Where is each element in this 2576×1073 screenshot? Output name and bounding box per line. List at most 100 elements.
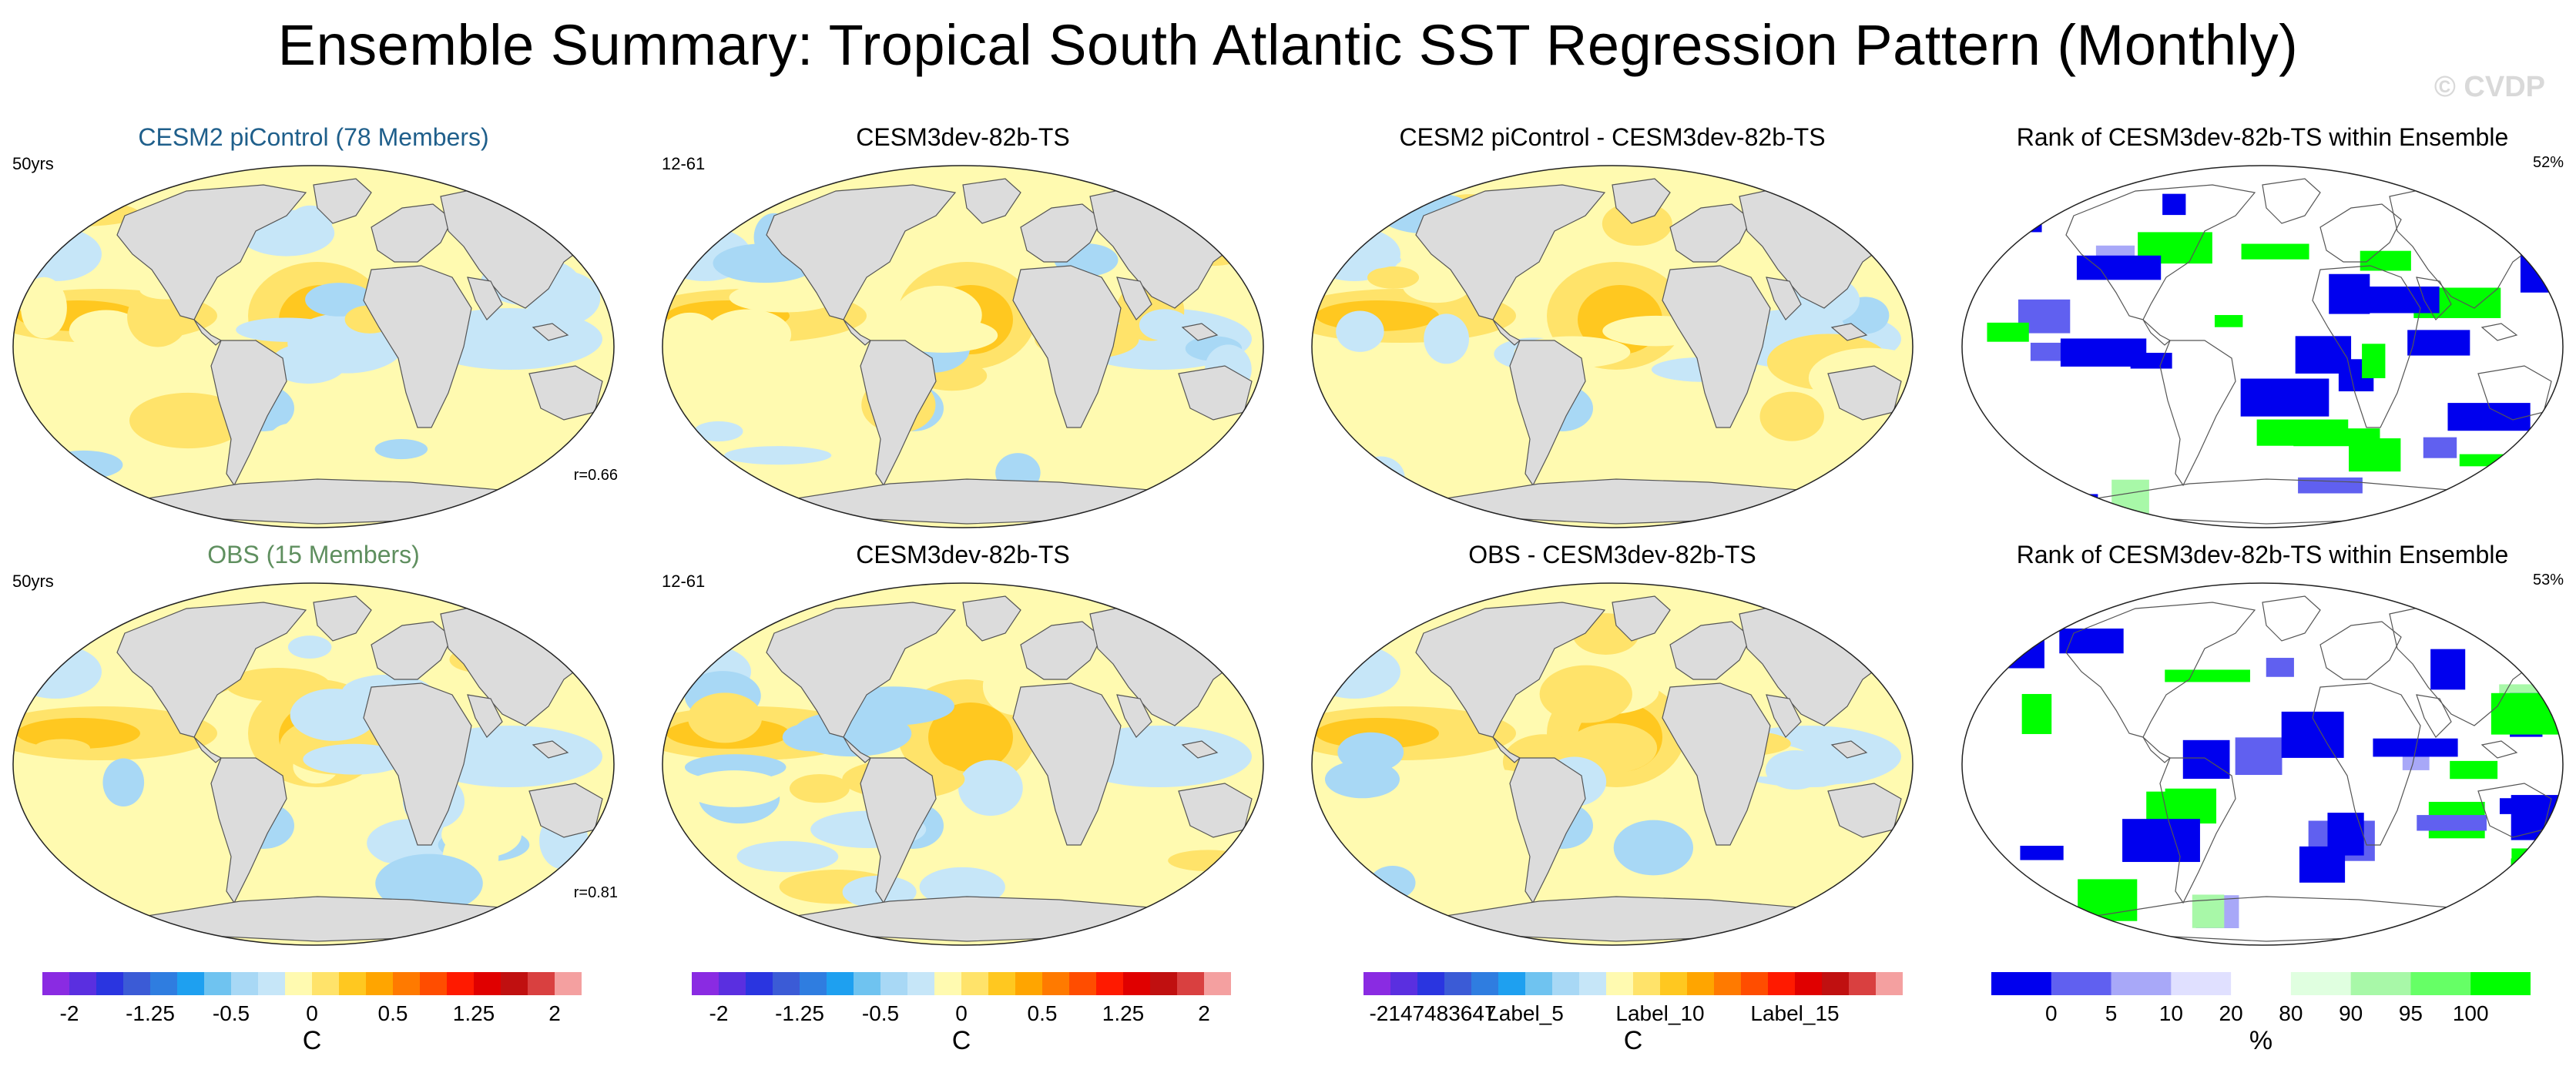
colorbar-swatch <box>719 972 746 995</box>
rank-cell <box>2450 760 2498 780</box>
continent-outline <box>210 340 287 487</box>
colorbar-swatch <box>1390 972 1418 995</box>
colorbar-tick-label: Label_10 <box>1615 1001 1705 1025</box>
sst-anomaly-contour <box>662 312 720 361</box>
sst-anomaly-contour <box>375 853 483 914</box>
colorbar-swatch <box>474 972 501 995</box>
colorbar-tick-label: 5 <box>2105 1001 2118 1025</box>
colorbar-swatch <box>2231 972 2292 995</box>
rank-cell <box>2407 330 2470 356</box>
continent-outline <box>2416 277 2452 320</box>
continent-outline <box>1612 595 1671 642</box>
sst-anomaly-contour <box>288 205 333 240</box>
map-border <box>12 165 615 528</box>
map-panel: CESM2 piControl (78 Members) 50yrs r=0.66 <box>9 123 618 528</box>
period-label: 50yrs <box>12 572 54 591</box>
continent-outline <box>1020 203 1102 263</box>
colorbar-swatch <box>2470 972 2531 995</box>
rank-cell <box>2349 438 2401 472</box>
sst-anomaly-contour <box>729 282 839 313</box>
colorbar-swatch <box>1876 972 1903 995</box>
rank-cell <box>2373 738 2458 757</box>
colorbar-tick-label: 0 <box>2044 1001 2058 1025</box>
colorbar-tick-label: 1.25 <box>452 1001 495 1025</box>
colorbar-swatch <box>1633 972 1661 995</box>
continent-outline <box>2312 682 2421 846</box>
sst-anomaly-contour <box>724 446 832 465</box>
continent-outline <box>1766 694 1802 738</box>
continent-outline <box>766 184 957 320</box>
sst-anomaly-contour <box>1402 267 1471 303</box>
rank-cell <box>2281 711 2344 758</box>
colorbar-swatch <box>96 972 124 995</box>
continent-outline <box>313 595 372 642</box>
colorbar-swatches <box>1363 972 1903 995</box>
colorbar-tick-label: -2147483647 <box>1369 1001 1497 1025</box>
colorbar: -2147483647 Label_5 Label_10 Label_15 C <box>1363 972 1918 1065</box>
colorbar-swatch <box>1069 972 1097 995</box>
sst-anomaly-contour <box>1424 314 1470 364</box>
rank-cell <box>2540 680 2563 700</box>
continent-outline <box>1181 323 1219 341</box>
rank-cell <box>2165 669 2250 682</box>
sst-anomaly-contour <box>129 392 247 449</box>
colorbar-tick-label: -1.25 <box>126 1001 175 1025</box>
colorbar-tick-label: Label_15 <box>1750 1001 1840 1025</box>
colorbar-tick-label: 1.25 <box>1102 1001 1145 1025</box>
colorbar-swatch <box>2410 972 2471 995</box>
rank-cell <box>2295 336 2352 374</box>
map-border <box>1961 165 2564 528</box>
sst-anomaly-contour <box>1336 310 1384 352</box>
continent-outline <box>467 277 503 320</box>
continent-outline <box>962 178 1021 224</box>
colorbar-swatches <box>42 972 582 995</box>
continent-outline <box>860 340 937 487</box>
rank-cell <box>2076 255 2162 280</box>
colorbar-swatch <box>528 972 555 995</box>
continent-outline <box>193 736 223 763</box>
rank-cell <box>2059 628 2124 654</box>
world-map <box>1311 165 1914 528</box>
rank-cell <box>2241 243 2309 260</box>
continent-outline <box>843 736 872 763</box>
colorbar-swatch <box>42 972 70 995</box>
colorbar-unit: C <box>302 1026 322 1055</box>
rank-cell <box>1981 870 2016 902</box>
sst-anomaly-contour <box>789 773 850 803</box>
colorbar-swatch <box>773 972 800 995</box>
colorbar-swatch <box>827 972 854 995</box>
colorbar-swatch <box>69 972 97 995</box>
continent-outline <box>116 184 307 320</box>
continent-outline <box>1012 682 1122 846</box>
colorbar-swatch <box>501 972 528 995</box>
sst-anomaly-contour <box>704 309 792 360</box>
colorbar-swatch <box>1150 972 1178 995</box>
period-label: 12-61 <box>662 154 706 173</box>
rank-cell <box>2266 658 2294 677</box>
colorbar-swatch <box>1714 972 1742 995</box>
colorbar-swatch <box>1042 972 1070 995</box>
world-map <box>662 165 1264 528</box>
colorbar-swatch <box>2171 972 2232 995</box>
colorbar-swatch <box>366 972 394 995</box>
sst-anomaly-contour <box>1139 309 1190 341</box>
colorbar-swatch <box>1123 972 1151 995</box>
sst-anomaly-contour <box>894 286 982 345</box>
sst-anomaly-contour <box>236 317 337 342</box>
rank-percent-label: 53% <box>2532 572 2564 588</box>
rank-cell <box>2511 858 2563 880</box>
colorbar-swatch <box>800 972 827 995</box>
colorbar-swatch <box>988 972 1016 995</box>
continent-outline <box>313 178 372 224</box>
colorbar-tick-label: -0.5 <box>861 1001 900 1025</box>
sst-anomaly-contour <box>1357 456 1405 500</box>
colorbar-tick-label: 90 <box>2339 1001 2363 1025</box>
colorbar-swatch <box>393 972 421 995</box>
sst-anomaly-contour <box>1369 866 1416 900</box>
rank-cell <box>2235 737 2283 776</box>
continent-outline <box>1766 277 1802 320</box>
rank-cell <box>2430 649 2466 690</box>
colorbar-tick-label: 2 <box>548 1001 561 1025</box>
continent-outline <box>2480 323 2518 341</box>
continent-outline <box>1669 203 1752 263</box>
